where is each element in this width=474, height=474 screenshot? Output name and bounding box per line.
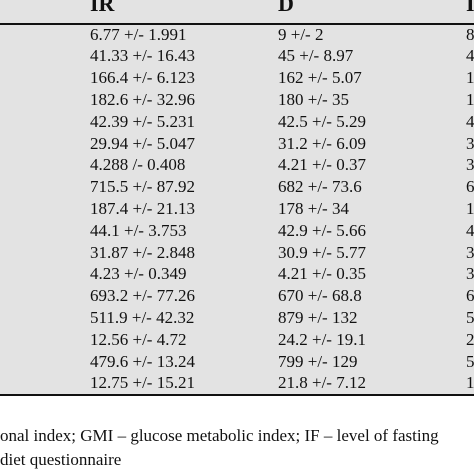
cell-d: 4.21 +/- 0.37	[278, 155, 366, 174]
table-row: 41.33 +/- 16.43 45 +/- 8.97 4	[0, 45, 474, 66]
cell-ir: 187.4 +/- 21.13	[90, 199, 195, 218]
cell-d: 162 +/- 5.07	[278, 68, 362, 87]
cell-d: 879 +/- 132	[278, 308, 358, 327]
column-header-d: D	[278, 0, 294, 16]
cell-d: 178 +/- 34	[278, 199, 349, 218]
cell-i: 6	[466, 286, 474, 305]
cell-ir: 42.39 +/- 5.231	[90, 112, 195, 131]
cell-d: 45 +/- 8.97	[278, 46, 354, 65]
cell-d: 42.9 +/- 5.66	[278, 221, 366, 240]
cell-ir: 6.77 +/- 1.991	[90, 25, 187, 44]
table-row: 4.288 /- 0.408 4.21 +/- 0.37 3	[0, 154, 474, 175]
cell-ir: 182.6 +/- 32.96	[90, 90, 195, 109]
table-row: 693.2 +/- 77.26 670 +/- 68.8 6	[0, 285, 474, 306]
table-row: 4.23 +/- 0.349 4.21 +/- 0.35 3	[0, 263, 474, 284]
footnote-line-2: diet questionnaire	[0, 450, 122, 469]
table-row: 12.75 +/- 15.21 21.8 +/- 7.12 1	[0, 372, 474, 393]
cell-ir: 511.9 +/- 42.32	[90, 308, 195, 327]
cell-ir: 44.1 +/- 3.753	[90, 221, 187, 240]
cell-i: 1	[466, 373, 474, 392]
table-row: 166.4 +/- 6.123 162 +/- 5.07 1	[0, 67, 474, 88]
table-row: 511.9 +/- 42.32 879 +/- 132 5	[0, 307, 474, 328]
table-row: 12.56 +/- 4.72 24.2 +/- 19.1 2	[0, 329, 474, 350]
cell-d: 42.5 +/- 5.29	[278, 112, 366, 131]
cell-ir: 166.4 +/- 6.123	[90, 68, 195, 87]
cell-ir: 4.288 /- 0.408	[90, 155, 186, 174]
cell-d: 682 +/- 73.6	[278, 177, 362, 196]
cell-d: 4.21 +/- 0.35	[278, 264, 366, 283]
table-row: 6.77 +/- 1.991 9 +/- 2 8	[0, 24, 474, 45]
cell-i: 1	[466, 68, 474, 87]
cell-i: 1	[466, 90, 474, 109]
cell-d: 799 +/- 129	[278, 352, 358, 371]
cell-i: 3	[466, 243, 474, 262]
table-header-row: IR D I	[0, 0, 474, 24]
cell-d: 31.2 +/- 6.09	[278, 134, 366, 153]
cell-d: 24.2 +/- 19.1	[278, 330, 366, 349]
cell-ir: 693.2 +/- 77.26	[90, 286, 195, 305]
bottom-rule	[0, 394, 474, 396]
cell-i: 4	[466, 112, 474, 131]
cell-d: 180 +/- 35	[278, 90, 349, 109]
cell-ir: 715.5 +/- 87.92	[90, 177, 195, 196]
cell-i: 3	[466, 155, 474, 174]
cell-d: 670 +/- 68.8	[278, 286, 362, 305]
footnote-line-1: onal index; GMI – glucose metabolic inde…	[0, 426, 439, 445]
cell-ir: 12.56 +/- 4.72	[90, 330, 187, 349]
cell-i: 6	[466, 177, 474, 196]
table-row: 44.1 +/- 3.753 42.9 +/- 5.66 4	[0, 220, 474, 241]
column-header-ir: IR	[90, 0, 115, 16]
cell-ir: 4.23 +/- 0.349	[90, 264, 187, 283]
cell-ir: 12.75 +/- 15.21	[90, 373, 195, 392]
table-row: 31.87 +/- 2.848 30.9 +/- 5.77 3	[0, 242, 474, 263]
cell-i: 1	[466, 199, 474, 218]
cell-ir: 479.6 +/- 13.24	[90, 352, 195, 371]
cell-d: 30.9 +/- 5.77	[278, 243, 366, 262]
cell-i: 2	[466, 330, 474, 349]
cell-i: 4	[466, 221, 474, 240]
data-table: IR D I 6.77 +/- 1.991 9 +/- 2 8 41.33 +/…	[0, 0, 474, 396]
header-rule	[0, 23, 474, 25]
table-row: 182.6 +/- 32.96 180 +/- 35 1	[0, 89, 474, 110]
cell-ir: 41.33 +/- 16.43	[90, 46, 195, 65]
table-row: 42.39 +/- 5.231 42.5 +/- 5.29 4	[0, 111, 474, 132]
column-header-i: I	[466, 0, 474, 16]
table-row: 479.6 +/- 13.24 799 +/- 129 5	[0, 351, 474, 372]
cell-i: 5	[466, 308, 474, 327]
cell-i: 5	[466, 352, 474, 371]
table-row: 715.5 +/- 87.92 682 +/- 73.6 6	[0, 176, 474, 197]
cell-d: 21.8 +/- 7.12	[278, 373, 366, 392]
cell-i: 3	[466, 264, 474, 283]
cell-ir: 31.87 +/- 2.848	[90, 243, 195, 262]
cell-i: 3	[466, 134, 474, 153]
cell-i: 4	[466, 46, 474, 65]
table-row: 29.94 +/- 5.047 31.2 +/- 6.09 3	[0, 133, 474, 154]
cell-i: 8	[466, 25, 474, 44]
cell-d: 9 +/- 2	[278, 25, 324, 44]
cell-ir: 29.94 +/- 5.047	[90, 134, 195, 153]
table-row: 187.4 +/- 21.13 178 +/- 34 1	[0, 198, 474, 219]
